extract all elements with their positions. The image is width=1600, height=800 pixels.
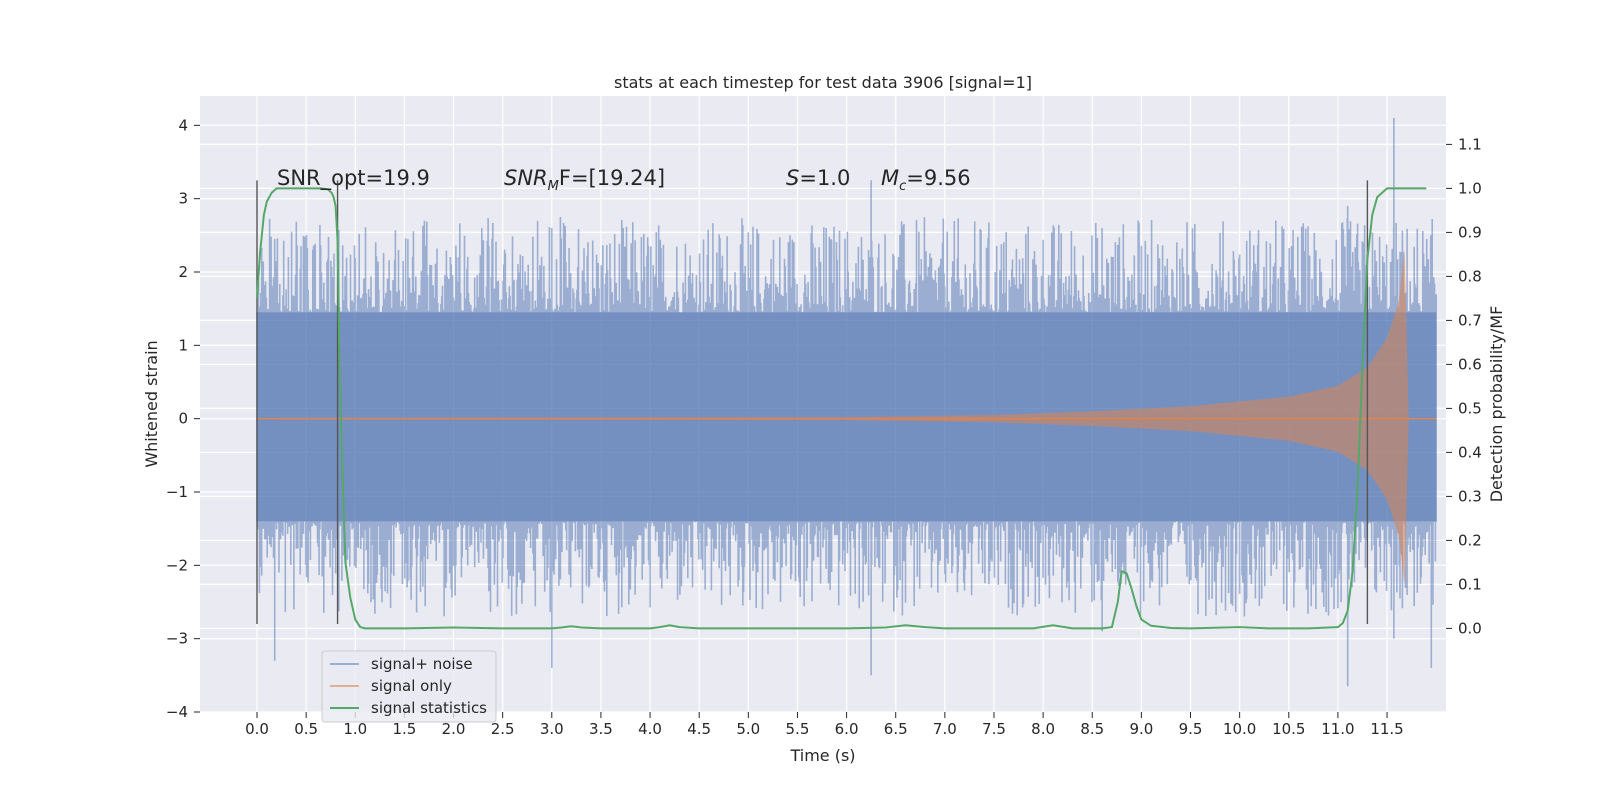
series-signal-only — [256, 250, 1437, 588]
y-right-tick-label: 0.6 — [1458, 355, 1482, 373]
y-tick-label: −2 — [166, 556, 188, 574]
y-right-tick-label: 0.1 — [1458, 575, 1482, 593]
x-tick-label: 9.0 — [1129, 720, 1153, 738]
y-right-tick-label: 0.8 — [1458, 267, 1482, 285]
y-tick-label: −4 — [166, 703, 188, 721]
y-tick-label: 0 — [178, 410, 188, 428]
annotation-s: S=1.0 — [786, 166, 850, 190]
x-tick-label: 0.0 — [245, 720, 269, 738]
y-tick-label: 3 — [178, 190, 188, 208]
y-right-tick-label: 0.7 — [1458, 311, 1482, 329]
x-tick-label: 4.5 — [687, 720, 711, 738]
x-tick-label: 3.5 — [589, 720, 613, 738]
annotation-snr-mf-sub: M — [548, 179, 559, 194]
x-tick-label: 2.0 — [442, 720, 466, 738]
y-right-tick-label: 0.9 — [1458, 223, 1482, 241]
y-tick-label: −1 — [166, 483, 188, 501]
x-tick-label: 1.0 — [343, 720, 367, 738]
chart-title: stats at each timestep for test data 390… — [614, 73, 1032, 92]
legend-box — [321, 650, 497, 723]
y-axis-label: Whitened strain — [142, 340, 161, 467]
y-tick-label: 4 — [178, 116, 188, 134]
x-tick-label: 10.0 — [1223, 720, 1256, 738]
x-axis-label: Time (s) — [789, 746, 855, 765]
y-right-tick-label: 0.0 — [1458, 619, 1482, 637]
annotation-s-val: =1.0 — [799, 166, 850, 190]
x-tick-label: 6.0 — [835, 720, 859, 738]
y-right-tick-label: 1.0 — [1458, 179, 1482, 197]
annotation-s-var: S — [786, 166, 799, 190]
y-tick-label: −3 — [166, 630, 188, 648]
x-tick-label: 9.5 — [1179, 720, 1203, 738]
x-tick-label: 7.5 — [982, 720, 1006, 738]
y-right-tick-label: 0.2 — [1458, 531, 1482, 549]
legend: signal+ noise signal only signal statist… — [321, 650, 497, 723]
y-axis-right-label: Detection probability/MF — [1487, 306, 1506, 503]
y-right-tick-label: 0.3 — [1458, 487, 1482, 505]
x-tick-label: 5.0 — [736, 720, 760, 738]
x-tick-label: 3.0 — [540, 720, 564, 738]
annotation-mc: Mc=9.56 — [881, 166, 971, 194]
series-signal-statistics — [256, 187, 1427, 630]
annotation-snr-mf-pre: SNR — [504, 166, 548, 190]
x-tick-label: 0.5 — [294, 720, 318, 738]
x-tick-label: 11.5 — [1370, 720, 1403, 738]
x-tick-label: 1.5 — [392, 720, 416, 738]
x-tick-label: 5.5 — [786, 720, 810, 738]
x-tick-label: 4.0 — [638, 720, 662, 738]
y-tick-label: 1 — [178, 336, 188, 354]
x-tick-label: 8.0 — [1031, 720, 1055, 738]
annotation-snr-opt: SNR_opt=19.9 — [277, 166, 430, 191]
legend-label-signal-only: signal only — [371, 677, 452, 695]
x-tick-label: 7.0 — [933, 720, 957, 738]
y-right-tick-label: 0.5 — [1458, 399, 1482, 417]
annotation-mc-sub: c — [899, 179, 906, 194]
legend-label-signal-noise: signal+ noise — [371, 655, 473, 673]
annotation-mc-val: =9.56 — [906, 166, 970, 190]
annotation-snr-mf: SNRMF=[19.24] — [504, 166, 665, 194]
x-tick-label: 10.5 — [1272, 720, 1305, 738]
x-tick-label: 11.0 — [1321, 720, 1354, 738]
y-right-tick-label: 1.1 — [1458, 135, 1482, 153]
x-tick-label: 2.5 — [491, 720, 515, 738]
annotation-mc-var: M — [881, 166, 899, 190]
annotation-snr-mf-post: F=[19.24] — [559, 166, 665, 190]
x-tick-label: 6.5 — [884, 720, 908, 738]
x-tick-label: 8.5 — [1080, 720, 1104, 738]
annotations: SNR_opt=19.9 SNRMF=[19.24] S=1.0 Mc=9.56 — [277, 166, 971, 194]
y-tick-label: 2 — [178, 263, 188, 281]
y-right-tick-label: 0.4 — [1458, 443, 1482, 461]
legend-label-signal-statistics: signal statistics — [371, 699, 487, 717]
signal-statistics-line — [256, 187, 1427, 630]
axes: 0.0 0.5 1.0 1.5 2.0 2.5 3.0 3.5 4.0 4.5 5.0 5.5 6.0 6… — [166, 116, 1482, 738]
